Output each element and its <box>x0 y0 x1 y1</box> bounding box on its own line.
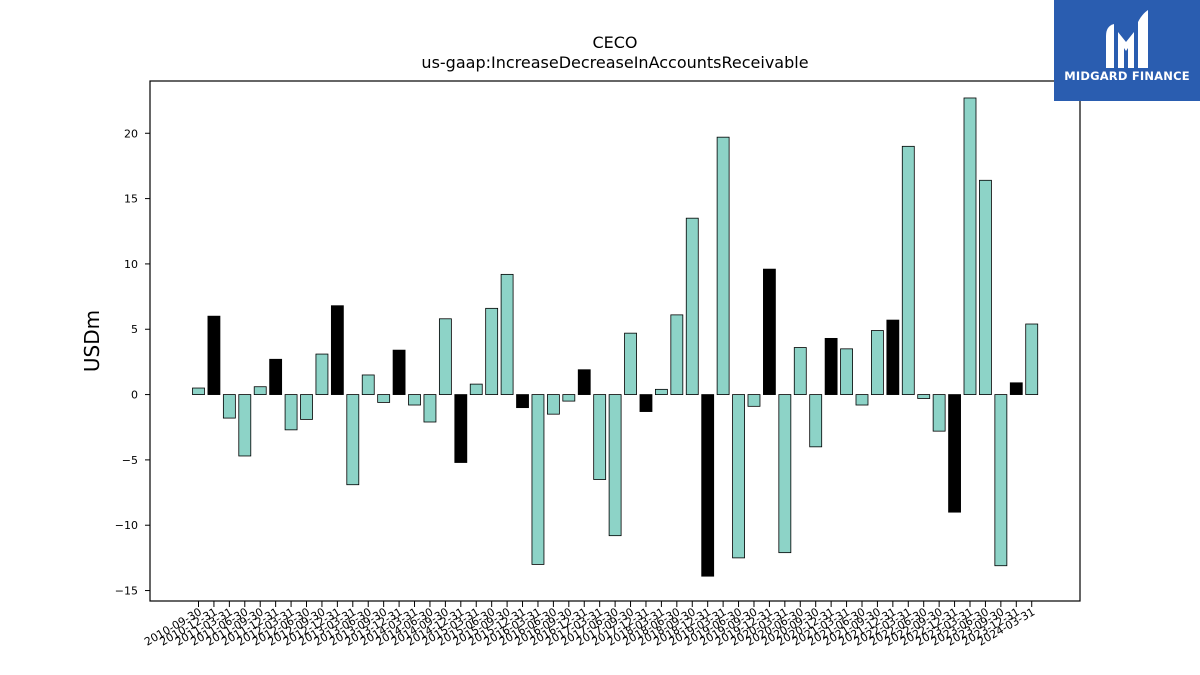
bar-2013-09-30 <box>377 394 391 403</box>
y-tick-label: −15 <box>115 585 138 598</box>
bar-2017-09-30 <box>624 332 637 395</box>
y-axis-label: USDm <box>80 310 104 372</box>
bar-2010-09-30 <box>192 387 205 395</box>
bar-2016-12-31 <box>577 369 591 395</box>
bar-2015-06-30 <box>485 307 499 395</box>
chart-subtitle: us-gaap:IncreaseDecreaseInAccountsReceiv… <box>421 53 808 72</box>
bar-2011-09-30 <box>253 386 267 395</box>
plot-frame <box>149 80 1081 602</box>
bar-2014-03-31 <box>408 394 421 406</box>
bar-2021-12-31 <box>886 319 900 395</box>
midgard-logo-icon <box>1106 10 1148 68</box>
bar-2011-06-30 <box>238 394 252 457</box>
bar-2017-06-30 <box>608 394 622 537</box>
y-tick-label: 20 <box>124 127 138 140</box>
bar-2021-03-31 <box>840 348 853 395</box>
logo-badge: MIDGARD FINANCE <box>1054 0 1200 101</box>
bar-2018-12-31 <box>701 394 715 577</box>
y-tick-label: 5 <box>131 323 138 336</box>
y-tick-label: −5 <box>122 454 138 467</box>
logo-text: MIDGARD FINANCE <box>1064 69 1190 83</box>
bar-2020-09-30 <box>809 394 823 448</box>
bar-2018-09-30 <box>685 217 699 395</box>
bar-2012-09-30 <box>315 353 329 395</box>
bar-2012-06-30 <box>300 394 313 420</box>
bar-2015-09-30 <box>500 273 514 395</box>
bar-2022-03-31 <box>901 145 915 395</box>
y-tick-label: 10 <box>124 258 138 271</box>
bar-2021-06-30 <box>855 394 869 406</box>
bar-2016-03-31 <box>531 394 545 565</box>
bar-2013-03-31 <box>346 394 360 486</box>
y-axis: −15 −10 −5 0 5 10 15 20 <box>115 127 150 598</box>
bar-2024-03-31 <box>1025 323 1039 395</box>
bar-2014-06-30 <box>423 394 437 423</box>
bar-2014-09-30 <box>438 318 452 395</box>
bar-2018-06-30 <box>670 314 684 395</box>
bar-2022-06-30 <box>917 394 931 399</box>
bar-2016-09-30 <box>562 394 576 402</box>
bar-2022-09-30 <box>932 394 946 432</box>
bar-2023-09-30 <box>994 394 1008 567</box>
bar-2019-09-30 <box>747 394 761 407</box>
bar-2021-09-30 <box>871 330 884 395</box>
bar-2015-03-31 <box>469 383 483 395</box>
bar-2019-03-31 <box>716 136 730 395</box>
y-tick-label: 15 <box>124 193 138 206</box>
bar-2019-06-30 <box>732 394 745 559</box>
x-axis: 2010-09-302010-12-312011-03-312011-06-30… <box>142 601 1037 649</box>
bar-2010-12-31 <box>207 315 221 395</box>
bar-2012-12-31 <box>330 305 344 395</box>
bar-2020-12-31 <box>824 337 838 395</box>
bar-2019-12-31 <box>763 268 776 395</box>
bar-2023-03-31 <box>963 97 977 395</box>
bar-series <box>192 97 1039 577</box>
chart-title: CECO <box>592 33 637 52</box>
bar-2011-12-31 <box>269 358 283 395</box>
y-tick-label: 0 <box>131 389 138 402</box>
bar-2018-03-31 <box>655 388 668 395</box>
bar-2015-12-31 <box>516 394 529 409</box>
bar-2012-03-31 <box>284 394 298 431</box>
bar-2020-06-30 <box>793 347 807 395</box>
bar-2020-03-31 <box>778 394 792 554</box>
bar-2023-12-31 <box>1009 382 1023 395</box>
bar-2016-06-30 <box>546 394 560 415</box>
bar-2013-06-30 <box>361 374 375 395</box>
bar-2017-03-31 <box>593 394 607 480</box>
bar-2011-03-31 <box>222 394 236 419</box>
bar-2017-12-31 <box>639 394 653 412</box>
bar-2023-06-30 <box>979 179 992 395</box>
y-tick-label: −10 <box>115 519 138 532</box>
bar-2014-12-31 <box>454 394 468 463</box>
bar-2013-12-31 <box>392 349 406 395</box>
bar-2022-12-31 <box>948 394 961 513</box>
